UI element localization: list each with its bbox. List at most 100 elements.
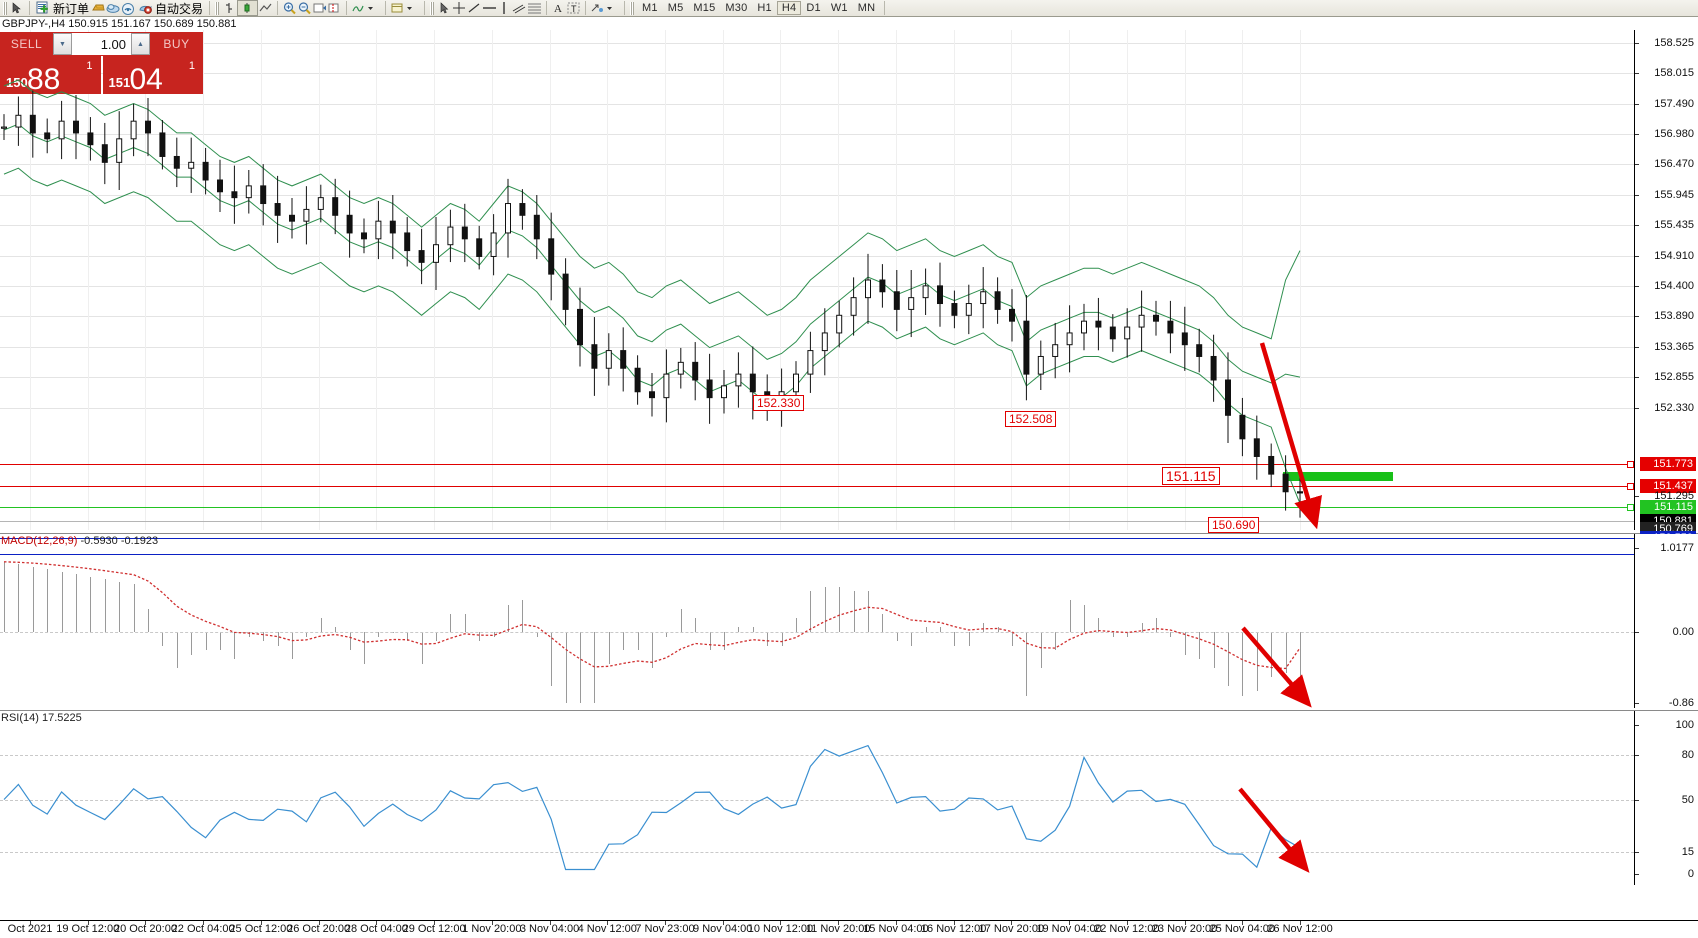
horizontal-line-tool-icon[interactable] [482, 1, 497, 15]
time-tick [1300, 921, 1301, 925]
time-axis-label: 16 Nov 12:00 [920, 923, 987, 935]
rsi-axis[interactable]: 100 80 50 15 0 [1634, 711, 1698, 885]
timeframe-m5[interactable]: M5 [667, 2, 684, 14]
bar-chart-icon[interactable] [222, 1, 237, 15]
macd-axis-label: 0.00 [1672, 626, 1694, 638]
price-level-line[interactable] [0, 504, 1634, 511]
new-order-button[interactable]: 新订单 [34, 1, 91, 16]
sell-label[interactable]: SELL [0, 32, 53, 56]
macd-histogram-bar [580, 632, 581, 703]
macd-histogram-bar [407, 632, 409, 642]
time-axis-label: 22 Oct 04:00 [171, 923, 235, 935]
price-text-annotation[interactable]: 151.115 [1162, 467, 1220, 485]
axis-tick [1635, 799, 1639, 801]
arrows-tool-icon[interactable] [590, 1, 605, 15]
price-level-line[interactable] [0, 538, 1634, 539]
sell-price-button[interactable]: 150 88 1 [0, 56, 101, 95]
time-axis-label: 11 Nov 20:00 [805, 923, 871, 935]
timeframe-d1[interactable]: D1 [806, 2, 821, 14]
price-level-line[interactable] [0, 483, 1634, 490]
time-axis[interactable]: Oct 2021 19 Oct 12:00 20 Oct 20:00 22 Oct 0… [0, 920, 1698, 938]
chart-shift-icon[interactable] [327, 1, 342, 15]
price-level-badge[interactable]: 151.773 [1640, 457, 1696, 471]
timeframe-mn[interactable]: MN [857, 2, 876, 14]
chevron-down-icon-3[interactable] [605, 1, 620, 15]
price-level-badge[interactable]: 151.115 [1640, 500, 1696, 514]
price-text-annotation[interactable]: 150.690 [1208, 517, 1260, 533]
price-axis-label: 152.855 [1654, 370, 1694, 383]
timeframe-w1[interactable]: W1 [830, 2, 848, 14]
macd-histogram-bar [32, 566, 34, 632]
toolbar-grip-4[interactable] [630, 1, 635, 15]
fibonacci-tool-icon[interactable] [527, 1, 542, 15]
price-text-annotation[interactable]: 152.508 [1005, 411, 1057, 427]
cursor-icon[interactable] [10, 1, 25, 15]
price-level-line[interactable] [0, 554, 1634, 555]
rsi-pane[interactable]: RSI(14) 17.5225 100 80 50 15 0 [0, 710, 1698, 885]
macd-histogram-bar [810, 591, 812, 632]
price-level-badge[interactable]: 151.437 [1640, 479, 1696, 493]
price-level-line[interactable] [0, 521, 1634, 522]
time-tick [838, 921, 840, 925]
macd-axis[interactable]: 1.0177 0.00 -0.86 [1634, 534, 1698, 709]
timeframe-m1[interactable]: M1 [642, 2, 658, 14]
toolbar-grip-3[interactable] [430, 1, 435, 15]
chevron-down-icon[interactable] [366, 1, 381, 15]
candlestick-chart-button[interactable] [237, 0, 259, 16]
level-handle[interactable] [1627, 483, 1634, 490]
timeframe-m30[interactable]: M30 [725, 2, 748, 14]
text-label-icon[interactable]: A [551, 1, 566, 15]
macd-histogram-bar [1156, 618, 1157, 632]
price-text-annotation[interactable]: 152.330 [753, 395, 805, 411]
level-handle[interactable] [1627, 461, 1634, 468]
time-axis-label: 15 Nov 04:00 [863, 923, 929, 935]
price-axis[interactable]: 158.525 158.015 157.490 156.980 156.470 155.9… [1634, 30, 1698, 561]
volume-decrease-button[interactable]: ▼ [53, 33, 72, 55]
macd-histogram-bar [104, 579, 106, 632]
zoom-out-icon[interactable] [297, 1, 312, 15]
macd-histogram-bar [680, 609, 682, 632]
indicators-icon[interactable] [351, 1, 366, 15]
gridline [0, 195, 1634, 196]
macd-pane[interactable]: MACD(12,26,9) -0.5930 -0.1923 1.0177 0.00… [0, 533, 1698, 709]
time-tick [434, 921, 436, 925]
equidistant-channel-icon[interactable] [512, 1, 527, 15]
auto-trading-button[interactable]: 自动交易 [136, 1, 205, 16]
level-handle[interactable] [1627, 504, 1634, 511]
autoscroll-icon[interactable] [312, 1, 327, 15]
volume-stepper[interactable]: ▼ 1.00 ▲ [53, 32, 150, 56]
timeframe-h4[interactable]: H4 [776, 1, 802, 15]
timeframe-h1[interactable]: H1 [757, 2, 772, 14]
vertical-line-tool-icon[interactable] [497, 1, 512, 15]
chevron-down-icon-2[interactable] [405, 1, 420, 15]
toolbar-grip-2[interactable] [215, 1, 220, 15]
pointer-tool-icon[interactable] [437, 1, 452, 15]
line-chart-icon[interactable] [258, 1, 273, 15]
toolbar-grip[interactable] [3, 1, 7, 15]
macd-histogram-bar [1098, 618, 1100, 632]
cloud-icon[interactable] [106, 1, 121, 15]
templates-icon[interactable] [390, 1, 405, 15]
vertical-gridline [376, 30, 378, 530]
price-level-line[interactable] [0, 461, 1634, 468]
trendline-tool-icon[interactable] [467, 1, 482, 15]
macd-histogram-bar [695, 618, 697, 632]
gold-bar-icon[interactable] [91, 1, 106, 15]
time-axis-label: 25 Nov 04:00 [1209, 923, 1275, 935]
one-click-trading-panel[interactable]: SELL ▼ 1.00 ▲ BUY 150 88 1 151 04 1 [0, 32, 203, 95]
macd-histogram-bar [133, 584, 135, 632]
price-pane[interactable]: 152.330 152.508 151.115 150.690 158.525 158.… [0, 30, 1698, 561]
zoom-in-icon[interactable] [282, 1, 297, 15]
macd-histogram-bar [896, 632, 898, 642]
volume-increase-button[interactable]: ▲ [131, 33, 150, 55]
chart-area[interactable]: 152.330 152.508 151.115 150.690 158.525 158.… [0, 30, 1698, 920]
buy-price-button[interactable]: 151 04 1 [102, 56, 203, 95]
buy-label[interactable]: BUY [150, 32, 203, 56]
signal-icon[interactable] [121, 1, 136, 15]
crosshair-tool-icon[interactable] [452, 1, 467, 15]
axis-tick [1635, 346, 1639, 348]
timeframe-m15[interactable]: M15 [693, 2, 716, 14]
text-box-icon[interactable]: T [566, 1, 581, 15]
rsi-axis-label: 80 [1681, 748, 1694, 761]
volume-value[interactable]: 1.00 [100, 36, 126, 52]
